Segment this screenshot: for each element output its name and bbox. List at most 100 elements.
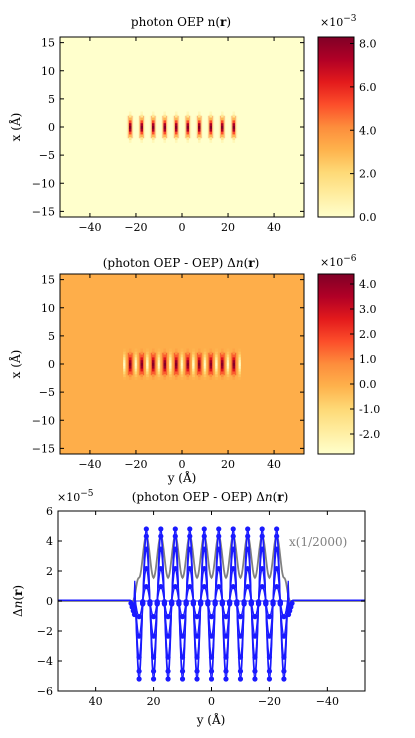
density-trough-cell [238,376,241,380]
density-peak-cell [220,365,224,369]
density-peak-halo [225,352,228,376]
density-peak-halo [132,352,134,376]
blue-series-point [158,533,164,539]
blue-series-point [161,599,168,605]
blue-series-point [179,654,186,660]
density-peak-cell [163,351,167,355]
density-trough-cell [157,356,161,361]
density-trough-cell [169,356,172,361]
blue-series-point [172,566,178,572]
density-trough-cell [180,354,184,358]
density-trough-cell [157,371,161,375]
density-trough-cell [169,365,172,369]
density-peak-cell [163,373,167,378]
density-peak-cell [209,122,213,126]
density-peak-halo [225,115,228,139]
blue-series-point [201,546,207,552]
blue-series-point [216,566,222,572]
blue-series-point [143,566,149,572]
density-peak-cell [186,117,190,121]
density-peak-halo [150,352,152,376]
density-peak-cell [232,114,236,118]
density-trough-cell [180,371,184,375]
density-peak-cell [197,373,201,378]
panel-2-title: (photon OEP - OEP) Δn(r) [103,256,260,270]
density-trough-cell [192,376,195,380]
density-trough-cell [226,365,230,369]
density-peak-cell [197,134,201,138]
density-peak-cell [197,136,201,141]
density-peak-cell [186,356,190,361]
density-trough-cell [215,348,218,352]
density-peak-cell [220,125,224,129]
density-peak-cell [163,131,167,135]
density-peak-cell [232,122,236,126]
density-peak-halo [172,115,174,139]
y-tick-label: −15 [32,205,55,218]
density-trough-cell [203,354,207,358]
density-peak-halo [179,115,182,139]
density-peak-halo [190,115,192,139]
blue-series-point [248,599,254,605]
density-peak-halo [202,115,205,139]
density-peak-cell [232,348,236,352]
density-peak-cell [186,134,190,138]
density-trough-cell [146,368,149,372]
panel-1-colorbar [317,36,355,218]
density-peak-cell [151,368,155,372]
density-peak-halo [190,352,192,376]
y-tick-label: −6 [37,685,53,698]
density-peak-halo [149,115,151,139]
density-peak-cell [186,354,190,358]
density-peak-halo [217,352,219,376]
density-trough-cell [215,351,218,355]
density-peak-cell [128,125,132,129]
density-peak-halo [161,115,163,139]
y-tick-label: −15 [32,442,55,455]
blue-series-point [230,566,236,572]
colorbar-tick-label: 1.0 [359,353,377,366]
blue-series-point [266,633,273,639]
blue-series-point [270,599,276,605]
density-peak-cell [163,119,167,124]
density-peak-halo [144,352,146,376]
density-peak-halo [201,352,203,376]
density-peak-cell [197,139,201,143]
density-peak-cell [140,373,144,378]
density-peak-cell [186,348,190,352]
colorbar-tick-label: 2.0 [359,328,377,341]
blue-series-point [208,614,215,620]
density-peak-cell [140,122,144,126]
blue-series-point [150,633,157,639]
blue-series-point [230,584,236,590]
density-peak-cell [151,139,155,143]
panel-1-y-ticks: 15 10 5 0 −5 −10 −15 [32,37,304,218]
density-peak-halo [167,352,169,376]
density-peak-cell [197,351,201,355]
density-peak-cell [186,365,190,369]
density-peak-cell [209,139,213,143]
density-peak-cell [128,373,132,378]
x-tick-label: 40 [267,221,281,234]
y-tick-label: 15 [41,274,55,287]
density-peak-cell [209,134,213,138]
density-peak-halo [218,115,220,139]
density-peak-halo [167,115,169,139]
density-trough-cell [238,368,241,372]
density-peak-halo [235,115,237,139]
density-peak-halo [166,352,168,376]
density-peak-cell [174,114,178,118]
blue-series-point [205,599,211,605]
density-peak-cell [140,139,144,143]
density-trough-cell [134,365,138,369]
blue-series-point [216,546,222,552]
density-trough-cell [146,351,149,355]
blue-series-point [274,533,280,539]
density-peak-cell [232,131,236,135]
density-trough-cell [238,351,241,355]
density-peak-cell [186,119,190,124]
density-peak-cell [209,365,213,369]
density-peak-halo [172,352,174,376]
density-trough-cell [180,362,184,366]
density-trough-cell [134,356,138,361]
